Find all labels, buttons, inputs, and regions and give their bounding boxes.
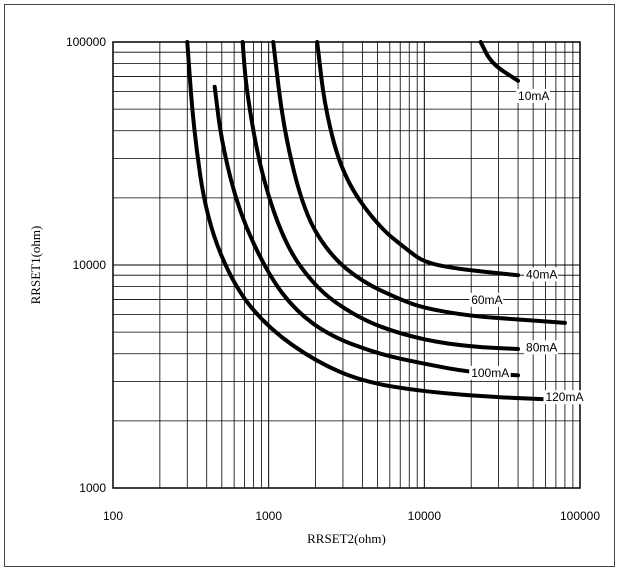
curve-label-60ma: 60mA <box>471 293 502 307</box>
curve-label-background <box>469 292 504 307</box>
y-tick-label: 1000 <box>79 481 106 495</box>
grid <box>113 42 580 488</box>
curve-label-background <box>524 340 559 355</box>
curve-120ma <box>185 40 548 402</box>
curve-80ma <box>240 40 521 352</box>
curve-100ma <box>212 84 521 378</box>
curve-label-100ma: 100mA <box>471 366 509 380</box>
curve-label-120ma: 120mA <box>545 390 583 404</box>
curve-label-background <box>469 365 511 380</box>
x-tick-labels: 100 1000 10000 100000 <box>103 509 600 523</box>
curves <box>185 40 567 402</box>
curve-label-80ma: 80mA <box>526 340 557 354</box>
curve-label-background <box>524 267 559 282</box>
chart-frame <box>4 4 615 567</box>
curve-40ma <box>315 40 521 278</box>
y-tick-label: 100000 <box>66 35 106 49</box>
curve-label-background <box>543 390 585 405</box>
x-tick-label: 1000 <box>255 509 282 523</box>
curve-60ma <box>271 40 567 325</box>
x-tick-label: 100 <box>103 509 123 523</box>
y-tick-labels: 1000 10000 100000 <box>66 35 106 495</box>
curve-label-10ma: 10mA <box>518 89 549 103</box>
x-axis-title: RRSET2(ohm) <box>307 531 386 546</box>
plot-border <box>112 41 581 489</box>
curve-label-background <box>516 88 551 103</box>
y-axis-title: RRSET1(ohm) <box>28 226 43 305</box>
x-tick-label: 10000 <box>408 509 442 523</box>
curve-label-40ma: 40mA <box>526 267 557 281</box>
curve-labels: 10mA 40mA 60mA 80mA 100mA 120mA <box>469 88 585 405</box>
x-tick-label: 100000 <box>560 509 600 523</box>
curve-10ma <box>478 40 521 83</box>
y-tick-label: 10000 <box>73 258 107 272</box>
